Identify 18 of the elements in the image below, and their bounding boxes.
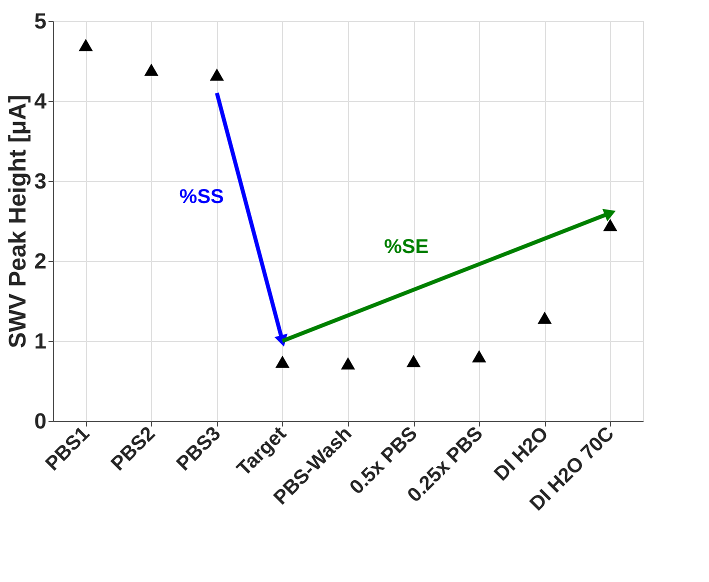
series-label: %SS <box>179 186 224 208</box>
point <box>538 312 552 324</box>
point <box>340 357 356 370</box>
point <box>275 356 290 368</box>
point <box>406 354 421 368</box>
y-tick-label: 4 <box>34 88 48 114</box>
point <box>210 68 224 81</box>
series-label: %SE <box>384 236 429 258</box>
point <box>78 38 93 52</box>
y-tick-label: 1 <box>34 328 46 354</box>
y-tick-label: 0 <box>34 408 46 434</box>
point <box>144 64 158 76</box>
y-tick-label: 3 <box>34 168 46 194</box>
y-axis-title: SWV Peak Height [μA] <box>4 94 32 348</box>
y-tick-label: 5 <box>34 8 46 34</box>
point <box>472 350 486 362</box>
y-tick-label: 2 <box>34 248 46 274</box>
point <box>603 218 618 232</box>
